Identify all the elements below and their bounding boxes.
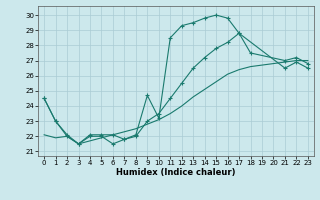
- X-axis label: Humidex (Indice chaleur): Humidex (Indice chaleur): [116, 168, 236, 177]
